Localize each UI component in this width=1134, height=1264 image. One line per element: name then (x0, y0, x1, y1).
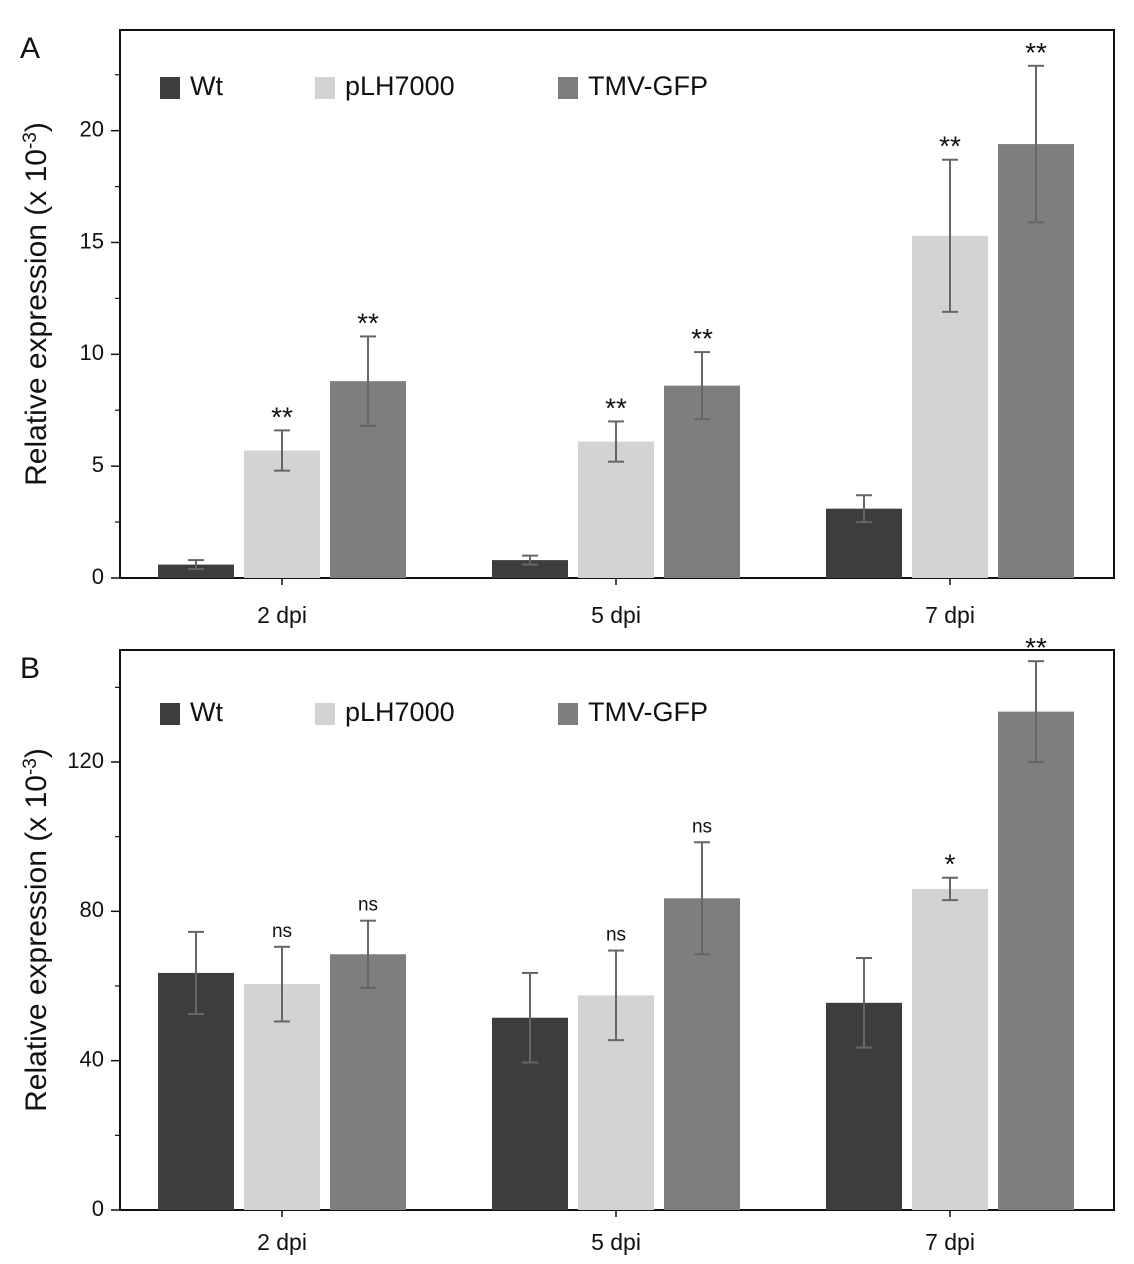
y-axis-label-superscript: -3 (20, 132, 41, 149)
significance-label: ns (692, 816, 712, 837)
y-axis-label: Relative expression (x 10-3) (20, 122, 54, 486)
significance-label: ** (1025, 37, 1047, 68)
y-axis-label-superscript: -3 (20, 758, 41, 775)
legend-label: TMV-GFP (588, 71, 708, 101)
significance-label: ** (271, 401, 293, 432)
y-tick-label: 0 (92, 1196, 104, 1221)
significance-label: ** (1025, 632, 1047, 663)
category-label: 2 dpi (257, 1229, 307, 1255)
bar-plh7000-5-dpi (578, 441, 654, 578)
significance-label: ** (357, 307, 379, 338)
y-tick-label: 120 (67, 748, 104, 773)
category-label: 7 dpi (925, 602, 975, 628)
panel-label: B (20, 652, 40, 685)
panel-label: A (20, 32, 40, 65)
legend-swatch (160, 703, 180, 725)
significance-label: ** (605, 392, 627, 423)
legend-label: pLH7000 (345, 697, 455, 727)
y-tick-label: 0 (92, 564, 104, 589)
legend-label: Wt (190, 697, 223, 727)
legend-label: Wt (190, 71, 223, 101)
category-label: 7 dpi (925, 1229, 975, 1255)
category-label: 5 dpi (591, 1229, 641, 1255)
chart-panel-b: B 0 40 80 120 Relative expression (x 10-3) 2 d… (20, 632, 1115, 1255)
significance-label: ns (358, 895, 378, 916)
legend-swatch (558, 703, 578, 725)
significance-label: ns (606, 925, 626, 946)
y-axis-label: Relative expression (x 10-3) (20, 748, 54, 1112)
y-tick-label: 10 (80, 340, 104, 365)
y-tick-label: 5 (92, 452, 104, 477)
bar-tmv-gfp-2-dpi (330, 954, 406, 1210)
significance-label: ns (272, 921, 292, 942)
y-tick-label: 20 (80, 116, 104, 141)
significance-label: ** (691, 323, 713, 354)
bar-plh7000-2-dpi (244, 450, 320, 578)
legend-swatch (315, 703, 335, 725)
bar-tmv-gfp-7-dpi (998, 711, 1074, 1210)
bar-plh7000-7-dpi (912, 888, 988, 1210)
y-tick-label: 15 (80, 228, 104, 253)
y-tick-label: 80 (80, 897, 104, 922)
bar-wt-5-dpi (492, 560, 568, 578)
legend-swatch (315, 77, 335, 99)
legend-label: TMV-GFP (588, 697, 708, 727)
category-label: 2 dpi (257, 602, 307, 628)
significance-label: ** (939, 131, 961, 162)
legend-swatch (160, 77, 180, 99)
legend-swatch (558, 77, 578, 99)
bar-wt-2-dpi (158, 564, 234, 578)
significance-label: * (945, 849, 956, 880)
category-label: 5 dpi (591, 602, 641, 628)
chart-panel-a: A 0 5 10 15 20 Relative expression (x 10-3) 2 d… (20, 29, 1115, 628)
legend-label: pLH7000 (345, 71, 455, 101)
y-tick-label: 40 (80, 1046, 104, 1071)
